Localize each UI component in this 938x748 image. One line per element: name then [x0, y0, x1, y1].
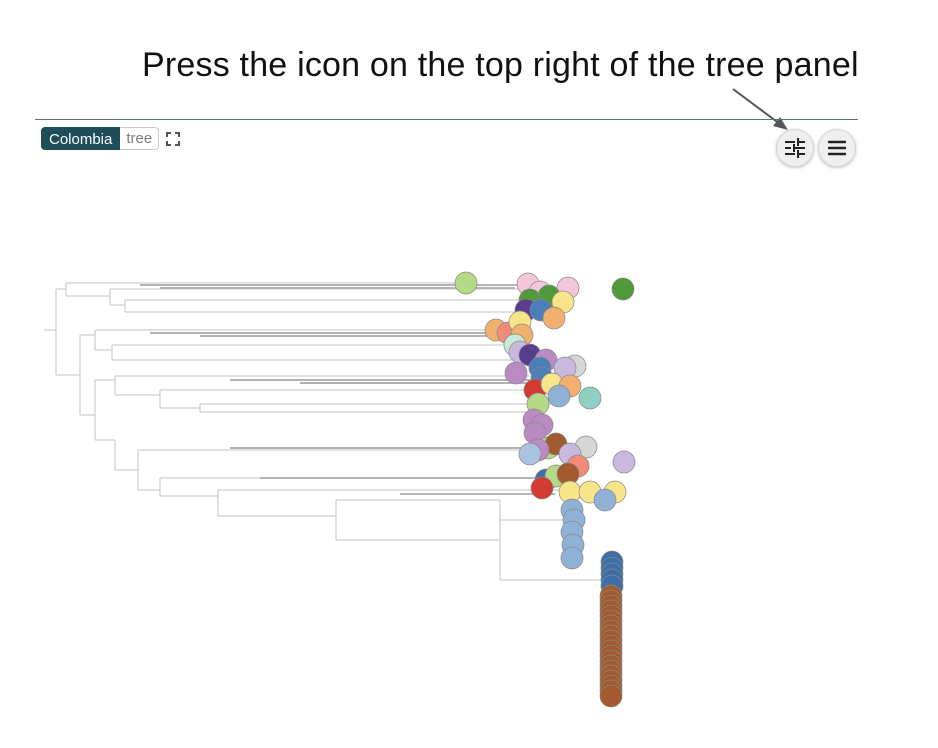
tree-branches [44, 282, 605, 581]
tree-tip[interactable] [530, 476, 554, 500]
tree-tip[interactable] [547, 384, 571, 408]
tree-tip[interactable] [578, 386, 602, 410]
sliders-icon [785, 138, 805, 158]
tree-tip[interactable] [454, 271, 478, 295]
tree-tip[interactable] [593, 488, 617, 512]
tree-tips [454, 271, 636, 708]
expand-icon[interactable] [165, 127, 183, 150]
instruction-text: Press the icon on the top right of the t… [142, 46, 859, 84]
tree-tip[interactable] [560, 546, 584, 570]
tree-tip[interactable] [611, 277, 635, 301]
tree-tip[interactable] [504, 361, 528, 385]
view-type-badge[interactable]: tree [120, 127, 160, 150]
tree-menu-button[interactable] [818, 129, 856, 167]
tree-tip[interactable] [518, 442, 542, 466]
dataset-badge[interactable]: Colombia [41, 127, 121, 150]
panel-divider [35, 119, 858, 120]
hamburger-menu-icon [827, 140, 847, 156]
tree-tip[interactable] [542, 306, 566, 330]
tree-tip[interactable] [612, 450, 636, 474]
panel-title: Colombia tree [41, 127, 183, 150]
tree-tip[interactable] [599, 684, 623, 708]
tree-settings-button[interactable] [776, 129, 814, 167]
